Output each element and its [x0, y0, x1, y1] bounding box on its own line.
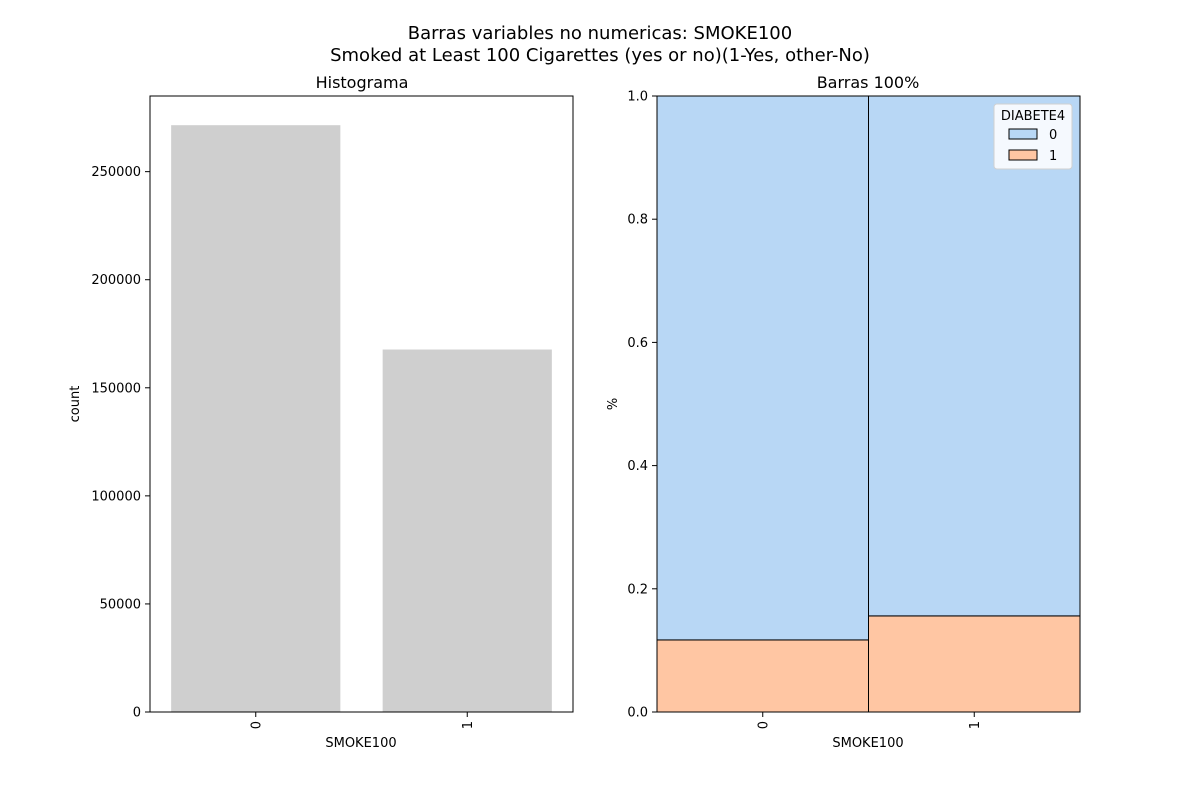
histogram-bar-0: [171, 125, 341, 712]
stacked-xtick-label: 0: [756, 721, 771, 729]
stacked-bars: [656, 95, 1081, 713]
stacked-ytick-label: 0.4: [627, 459, 648, 474]
legend-label-1: 1: [1049, 149, 1057, 164]
histogram-bars: [171, 125, 552, 712]
stacked-bar-1-diabete4-1: [868, 615, 1081, 713]
stacked-ytick-label: 1.0: [627, 90, 648, 105]
legend-swatch-0: [1008, 128, 1038, 140]
legend-swatch-1: [1008, 149, 1038, 161]
histogram-ytick-label: 200000: [91, 273, 141, 288]
stacked-ylabel: %: [606, 398, 621, 410]
stacked-ytick-label: 0.6: [627, 336, 648, 351]
stacked-axes-frame: [656, 95, 1081, 713]
figure-title-line2: Smoked at Least 100 Cigarettes (yes or n…: [330, 45, 870, 66]
histogram-ytick-label: 250000: [91, 165, 141, 180]
legend-label-0: 0: [1049, 128, 1057, 143]
histogram-ytick-label: 0: [133, 706, 141, 721]
stacked-bar-1-diabete4-0: [868, 95, 1081, 617]
histogram-ytick-label: 150000: [91, 381, 141, 396]
histogram-xtick-label: 1: [461, 721, 476, 729]
legend-title: DIABETE4: [1001, 109, 1065, 124]
stacked-bar-0-diabete4-0: [656, 95, 869, 641]
histogram-y-ticks: 0 50000 100000 150000 200000 250000: [91, 165, 150, 721]
stacked-ytick-label: 0.0: [627, 706, 648, 721]
stacked-ytick-label: 0.2: [627, 582, 648, 597]
stacked-bar-0-diabete4-1: [656, 639, 869, 713]
figure-title-line1: Barras variables no numericas: SMOKE100: [408, 23, 792, 44]
stacked-chart-title: Barras 100%: [817, 73, 920, 92]
stacked-xtick-label: 1: [968, 721, 983, 729]
histogram-ytick-label: 50000: [100, 597, 141, 612]
histogram-title: Histograma: [316, 73, 409, 92]
histogram-bar-1: [382, 349, 552, 712]
stacked-ytick-label: 0.8: [627, 213, 648, 228]
histogram-ylabel: count: [68, 386, 83, 423]
histogram-chart: Histograma 0 50000 100000 150000 200000 25000…: [68, 73, 574, 751]
histogram-xtick-label: 0: [249, 721, 264, 729]
stacked-y-ticks: 0.0 0.2 0.4 0.6 0.8 1.0: [627, 90, 657, 721]
histogram-xlabel: SMOKE100: [325, 736, 396, 751]
legend: DIABETE4 0 1: [993, 103, 1073, 170]
histogram-ytick-label: 100000: [91, 489, 141, 504]
stacked-xlabel: SMOKE100: [832, 736, 903, 751]
histogram-axes-frame: [149, 95, 574, 713]
